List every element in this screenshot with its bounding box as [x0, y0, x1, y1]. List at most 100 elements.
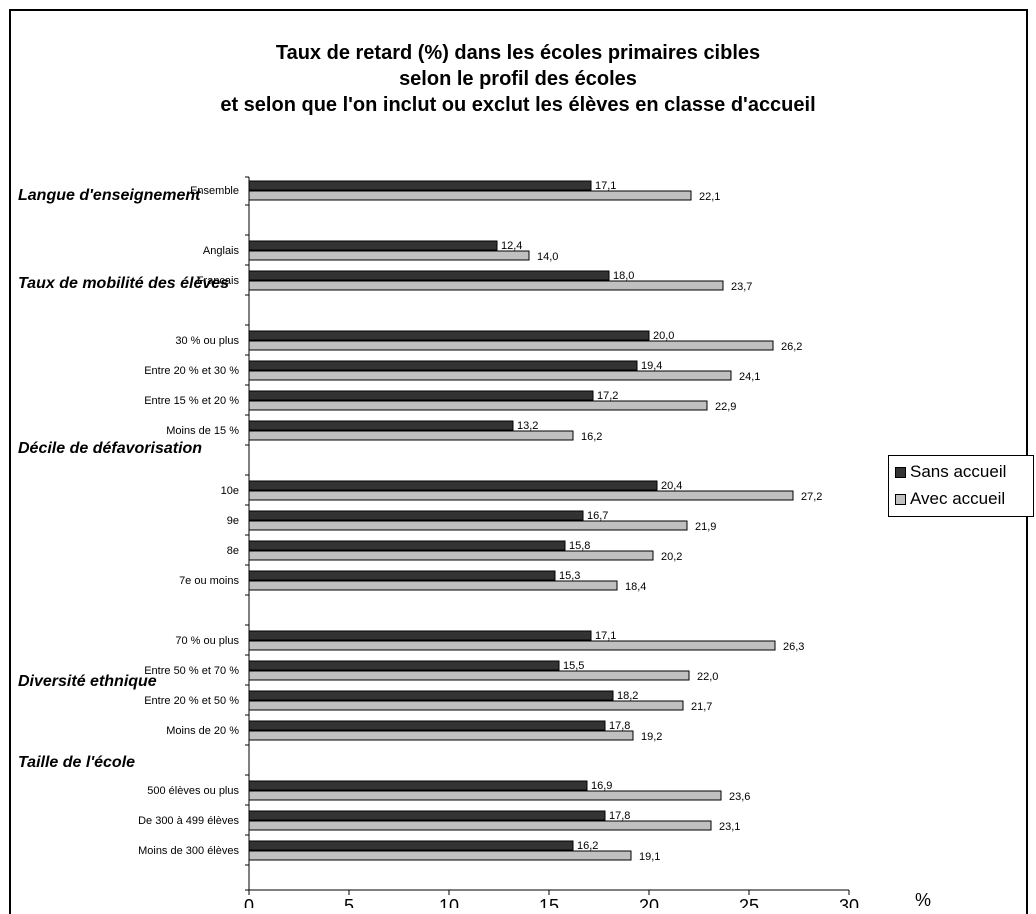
bar-sans-accueil: [248, 180, 592, 191]
data-label-sans-accueil: 13,2: [517, 420, 538, 432]
bar-avec-accueil: [248, 250, 530, 261]
x-tick-label: 10: [439, 896, 459, 908]
bar-sans-accueil: [248, 630, 592, 641]
bar-sans-accueil: [248, 570, 556, 581]
data-label-avec-accueil: 23,6: [729, 791, 750, 803]
data-label-sans-accueil: 17,1: [595, 180, 616, 192]
data-label-avec-accueil: 26,2: [781, 341, 802, 353]
x-tick-label: 15: [539, 896, 559, 908]
category-label: Moins de 20 %: [166, 725, 239, 737]
x-tick-label: 0: [244, 896, 254, 908]
data-label-sans-accueil: 20,4: [661, 480, 682, 492]
bar-sans-accueil: [248, 840, 574, 851]
data-label-sans-accueil: 19,4: [641, 360, 662, 372]
bar-sans-accueil: [248, 420, 514, 431]
group-heading: Taille de l'école: [18, 754, 135, 771]
legend-label-sans-accueil: Sans accueil: [910, 462, 1007, 481]
data-label-avec-accueil: 20,2: [661, 551, 682, 563]
chart-title-line-3: et selon que l'on inclut ou exclut les é…: [220, 94, 816, 116]
legend-item-sans-accueil: Sans accueil: [895, 462, 1006, 482]
category-label: Entre 15 % et 20 %: [144, 395, 239, 407]
data-label-avec-accueil: 18,4: [625, 581, 646, 593]
category-label: 500 élèves ou plus: [147, 785, 239, 797]
data-label-sans-accueil: 16,2: [577, 840, 598, 852]
category-label: Entre 20 % et 50 %: [144, 695, 239, 707]
bar-sans-accueil: [248, 720, 606, 731]
bar-sans-accueil: [248, 540, 566, 551]
data-label-avec-accueil: 19,1: [639, 851, 660, 863]
data-label-avec-accueil: 14,0: [537, 251, 558, 263]
data-label-avec-accueil: 24,1: [739, 371, 760, 383]
data-label-sans-accueil: 15,5: [563, 660, 584, 672]
bar-avec-accueil: [248, 340, 774, 351]
category-label: 8e: [227, 545, 239, 557]
chart-title-line-1: Taux de retard (%) dans les écoles prima…: [275, 42, 761, 64]
chart-title: Taux de retard (%) dans les écoles prima…: [0, 40, 1036, 118]
bar-sans-accueil: [248, 480, 658, 491]
data-label-sans-accueil: 17,8: [609, 720, 630, 732]
bar-sans-accueil: [248, 390, 594, 401]
data-label-sans-accueil: 18,0: [613, 270, 634, 282]
bar-avec-accueil: [248, 820, 712, 831]
category-label: 70 % ou plus: [175, 635, 239, 647]
bar-sans-accueil: [248, 780, 588, 791]
data-label-sans-accueil: 16,9: [591, 780, 612, 792]
data-label-avec-accueil: 22,1: [699, 191, 720, 203]
group-heading: Diversité ethnique: [18, 673, 157, 690]
legend-swatch-sans-accueil: [895, 466, 906, 478]
bar-sans-accueil: [248, 660, 560, 671]
chart-title-line-2: selon le profil des écoles: [399, 68, 637, 90]
bar-sans-accueil: [248, 240, 498, 251]
category-label: Entre 50 % et 70 %: [144, 665, 239, 677]
x-tick-label: 30: [839, 896, 859, 908]
group-heading: Décile de défavorisation: [18, 440, 202, 457]
bar-sans-accueil: [248, 330, 650, 341]
category-label: Français: [197, 275, 240, 287]
bar-avec-accueil: [248, 640, 776, 651]
x-axis-unit-label: %: [915, 890, 931, 908]
data-label-avec-accueil: 19,2: [641, 731, 662, 743]
bar-avec-accueil: [248, 190, 692, 201]
bar-sans-accueil: [248, 510, 584, 521]
category-label: Entre 20 % et 30 %: [144, 365, 239, 377]
data-label-avec-accueil: 16,2: [581, 431, 602, 443]
data-label-sans-accueil: 15,8: [569, 540, 590, 552]
data-label-avec-accueil: 23,1: [719, 821, 740, 833]
category-label: De 300 à 499 élèves: [138, 815, 239, 827]
bar-avec-accueil: [248, 520, 688, 531]
data-label-avec-accueil: 22,0: [697, 671, 718, 683]
category-label: Moins de 15 %: [166, 425, 239, 437]
bar-avec-accueil: [248, 670, 690, 681]
bar-avec-accueil: [248, 400, 708, 411]
category-label: 9e: [227, 515, 239, 527]
legend-label-avec-accueil: Avec accueil: [910, 489, 1006, 508]
data-label-sans-accueil: 12,4: [501, 240, 522, 252]
data-label-sans-accueil: 16,7: [587, 510, 608, 522]
x-tick-label: 25: [739, 896, 759, 908]
category-label: Ensemble: [190, 185, 239, 197]
bar-sans-accueil: [248, 360, 638, 371]
bar-avec-accueil: [248, 370, 732, 381]
bar-avec-accueil: [248, 790, 722, 801]
group-heading: Taux de mobilité des élèves: [18, 275, 229, 292]
bar-sans-accueil: [248, 690, 614, 701]
category-label: 30 % ou plus: [175, 335, 239, 347]
bar-avec-accueil: [248, 280, 724, 291]
bar-avec-accueil: [248, 730, 634, 741]
category-label: 7e ou moins: [179, 575, 239, 587]
data-label-avec-accueil: 26,3: [783, 641, 804, 653]
group-heading: Langue d'enseignement: [18, 187, 201, 204]
category-label: Anglais: [203, 245, 240, 257]
bar-sans-accueil: [248, 810, 606, 821]
category-label: Moins de 300 élèves: [138, 845, 239, 857]
bar-avec-accueil: [248, 430, 574, 441]
bar-avec-accueil: [248, 490, 794, 501]
data-label-avec-accueil: 23,7: [731, 281, 752, 293]
bar-avec-accueil: [248, 850, 632, 861]
bar-avec-accueil: [248, 700, 684, 711]
data-label-avec-accueil: 27,2: [801, 491, 822, 503]
data-label-sans-accueil: 17,2: [597, 390, 618, 402]
data-label-sans-accueil: 15,3: [559, 570, 580, 582]
data-label-sans-accueil: 17,1: [595, 630, 616, 642]
